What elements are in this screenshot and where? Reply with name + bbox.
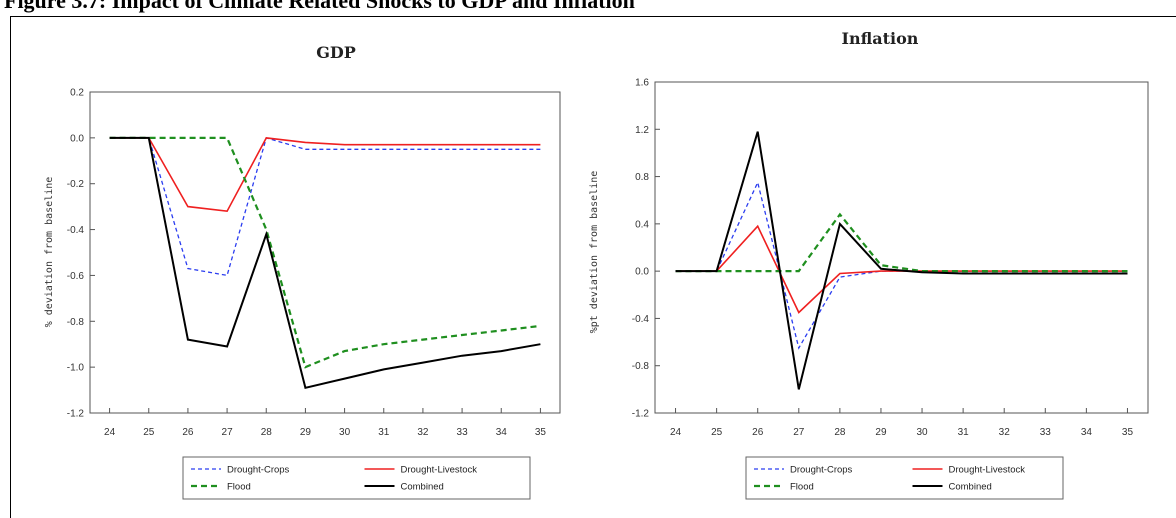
inflation-x-tick-label: 34 — [1081, 427, 1093, 438]
gdp-series-drought-crops — [109, 137, 541, 277]
gdp-x-tick-label: 35 — [535, 427, 547, 438]
inflation-plot-area: 1.6 1.2 0.8 0.4 0.0 -0.4 -0.8 -1.2 24 25 26 27 28 29 3… — [632, 78, 1149, 500]
inflation-chart-title: Inflation — [842, 29, 919, 48]
gdp-legend-label: Drought-Crops — [227, 465, 290, 476]
gdp-x-tick-label: 28 — [261, 427, 273, 438]
inflation-x-tick-label: 30 — [916, 427, 928, 438]
inflation-y-tick-label: 1.2 — [635, 125, 649, 136]
gdp-legend-label: Flood — [227, 482, 251, 493]
gdp-x-tick-label: 30 — [339, 427, 351, 438]
gdp-axes-frame — [89, 91, 561, 414]
gdp-y-tick-label: 0.0 — [70, 133, 84, 144]
gdp-chart: GDP % deviation from baseline 0.2 0.0 -0.2… — [44, 43, 561, 500]
inflation-x-tick-label: 33 — [1040, 427, 1052, 438]
inflation-x-tick-label: 28 — [834, 427, 846, 438]
gdp-y-tick-label: -0.4 — [67, 225, 85, 236]
gdp-x-tick-label: 32 — [417, 427, 429, 438]
gdp-legend-label: Drought-Livestock — [401, 465, 478, 476]
gdp-y-tick-label: 0.2 — [70, 88, 84, 99]
gdp-legend-label: Combined — [401, 482, 444, 493]
inflation-x-tick-label: 26 — [752, 427, 764, 438]
frame-top-border — [10, 16, 1176, 17]
gdp-series-drought-livestock — [109, 137, 541, 213]
gdp-x-tick-label: 34 — [496, 427, 508, 438]
inflation-y-tick-label: 0.4 — [635, 219, 649, 230]
frame-left-border — [10, 16, 11, 518]
inflation-legend-box — [745, 456, 1064, 500]
gdp-plot-area: 0.2 0.0 -0.2 -0.4 -0.6 -0.8 -1.0 -1.2 24 25 26 27 28… — [67, 88, 561, 500]
gdp-y-tick-label: -0.8 — [67, 317, 85, 328]
inflation-x-tick-label: 24 — [670, 427, 682, 438]
inflation-y-tick-label: -0.4 — [632, 314, 650, 325]
inflation-series-drought-crops — [675, 180, 1128, 350]
gdp-y-tick-label: -0.6 — [67, 271, 85, 282]
gdp-y-tick-label: -0.2 — [67, 179, 85, 190]
inflation-x-tick-label: 32 — [999, 427, 1011, 438]
figure-title: Figure 3.7: Impact of Climate Related Sh… — [4, 0, 635, 13]
inflation-x-tick-label: 29 — [875, 427, 887, 438]
gdp-series-flood — [109, 136, 541, 369]
gdp-x-tick-label: 27 — [222, 427, 234, 438]
inflation-chart: Inflation %pt deviation from baseline 1.… — [589, 29, 1149, 500]
gdp-x-tick-label: 29 — [300, 427, 312, 438]
inflation-y-axis-label: %pt deviation from baseline — [589, 171, 600, 334]
inflation-series-combined — [675, 131, 1128, 390]
inflation-legend-label: Flood — [790, 482, 814, 493]
gdp-y-tick-label: -1.0 — [67, 363, 85, 374]
gdp-x-tick-label: 24 — [104, 427, 116, 438]
inflation-y-tick-label: 1.6 — [635, 78, 649, 89]
inflation-y-tick-label: 0.8 — [635, 172, 649, 183]
gdp-x-tick-label: 33 — [457, 427, 469, 438]
inflation-x-tick-label: 25 — [711, 427, 723, 438]
gdp-y-tick-label: -1.2 — [67, 409, 85, 420]
inflation-y-tick-label: 0.0 — [635, 267, 649, 278]
gdp-y-axis-label: % deviation from baseline — [44, 177, 55, 328]
gdp-x-tick-label: 26 — [182, 427, 194, 438]
inflation-x-tick-label: 27 — [793, 427, 805, 438]
inflation-x-tick-label: 35 — [1122, 427, 1134, 438]
inflation-y-tick-label: -1.2 — [632, 409, 650, 420]
inflation-series-flood — [675, 212, 1128, 273]
inflation-legend-label: Combined — [949, 482, 992, 493]
inflation-x-tick-label: 31 — [958, 427, 970, 438]
inflation-axes-frame — [654, 81, 1149, 414]
gdp-x-tick-label: 25 — [143, 427, 155, 438]
inflation-series-drought-livestock — [675, 224, 1128, 314]
gdp-series-combined — [109, 136, 541, 389]
gdp-chart-title: GDP — [316, 43, 356, 62]
gdp-x-tick-label: 31 — [378, 427, 390, 438]
inflation-legend-label: Drought-Livestock — [949, 465, 1026, 476]
gdp-legend-box — [182, 456, 531, 500]
inflation-legend-label: Drought-Crops — [790, 465, 853, 476]
inflation-y-tick-label: -0.8 — [632, 361, 650, 372]
